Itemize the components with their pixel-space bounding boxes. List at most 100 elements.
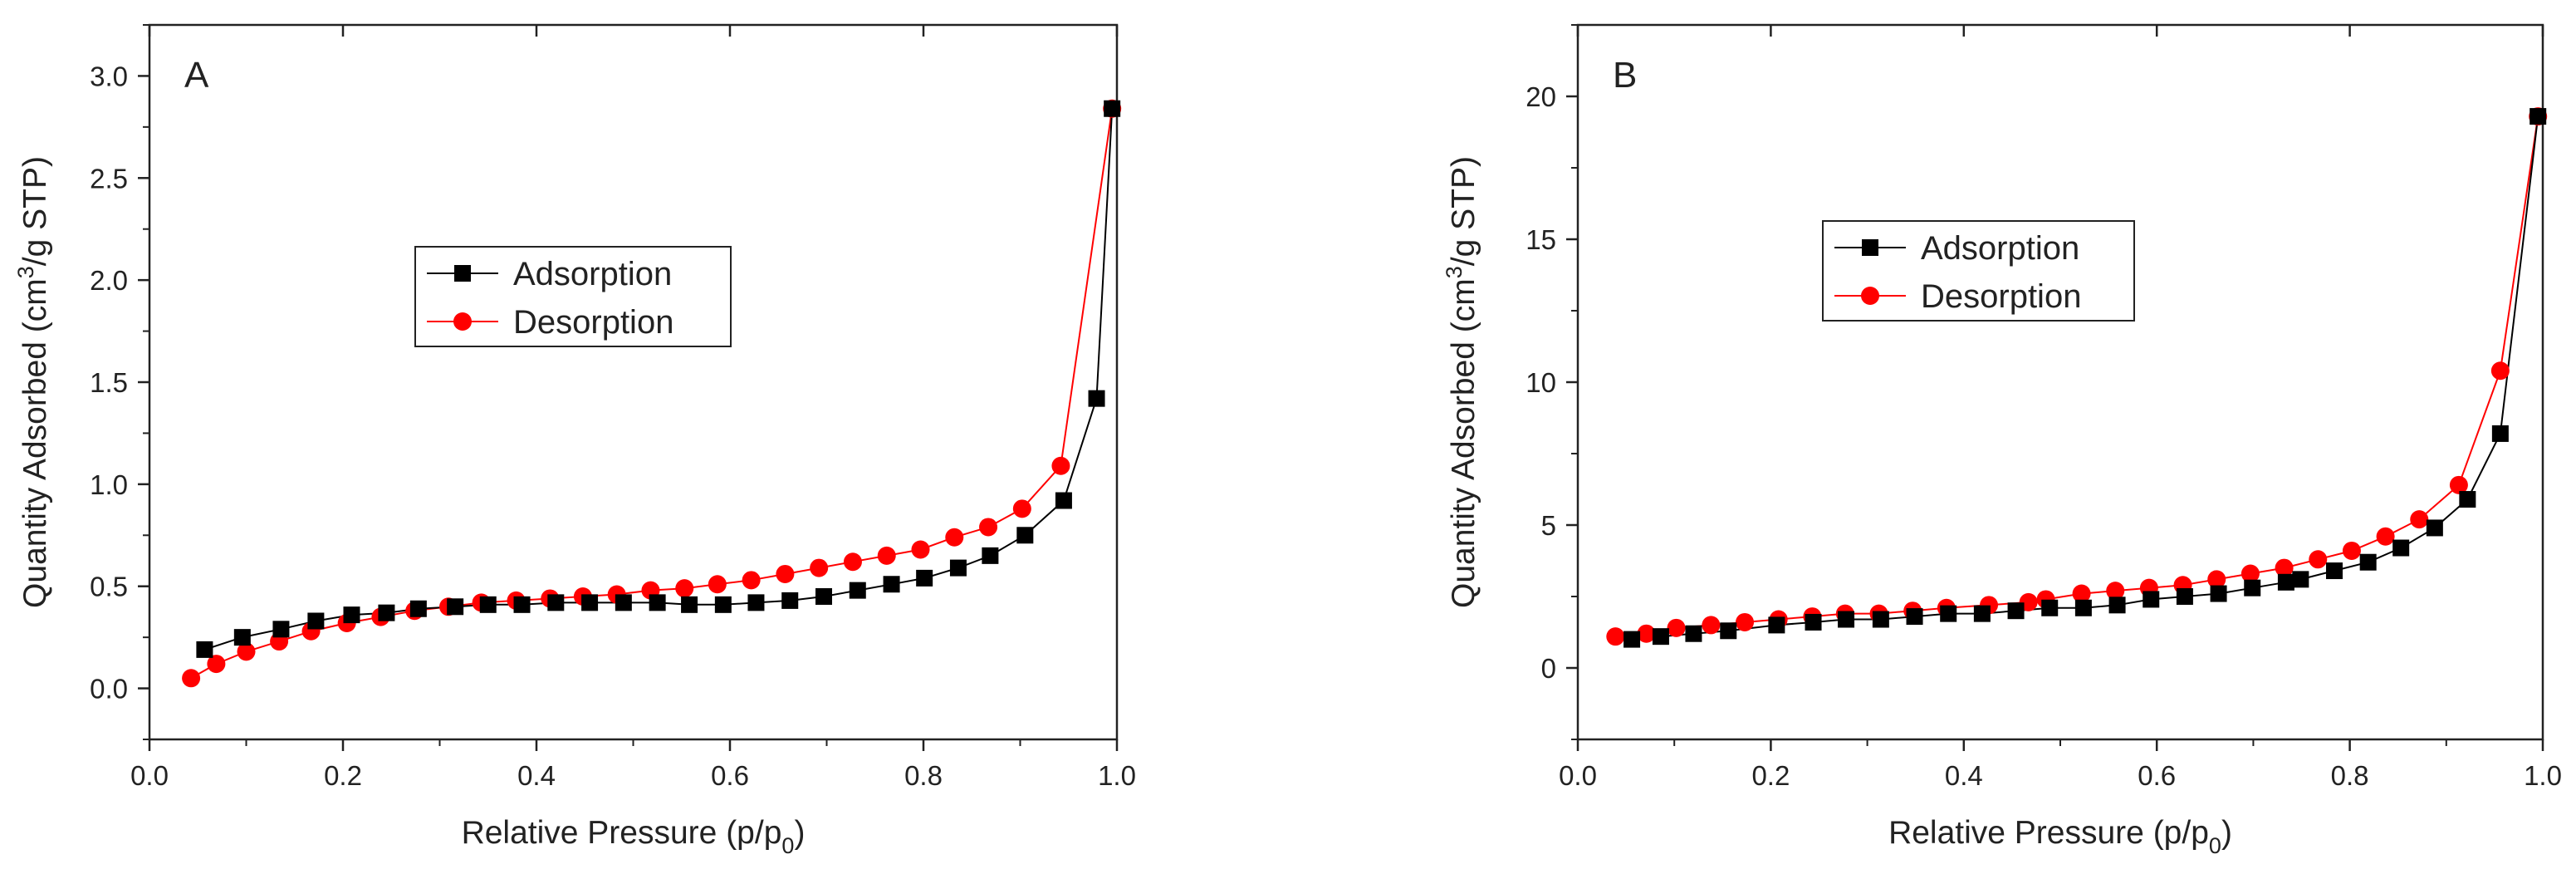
x-tick-label: 1.0: [1098, 760, 1136, 791]
x-tick-label: 0.8: [904, 760, 943, 791]
y-axis-title-superscript: 3: [13, 266, 38, 278]
y-axis-title-main: Quantity Adsorbed (cm: [17, 278, 53, 608]
adsorption-point: [1623, 631, 1641, 648]
x-axis-title: Relative Pressure (p/p0): [1888, 815, 2232, 858]
adsorption-point: [2359, 553, 2377, 571]
legend-label: Desorption: [1921, 278, 2081, 315]
desorption-point: [776, 564, 795, 583]
desorption-point: [979, 518, 998, 537]
desorption-point: [810, 558, 829, 577]
adsorption-point: [781, 592, 799, 609]
desorption-point: [708, 575, 727, 594]
adsorption-point: [681, 596, 698, 613]
x-tick-label: 0.6: [711, 760, 749, 791]
y-axis-title-rest: /g STP): [1446, 156, 1481, 266]
adsorption-point: [272, 621, 290, 638]
adsorption-point: [1805, 613, 1822, 631]
y-tick-label: 10: [1526, 367, 1556, 398]
adsorption-point: [196, 641, 213, 658]
desorption-point: [2207, 570, 2226, 589]
adsorption-point: [307, 612, 325, 630]
adsorption-point: [1838, 611, 1855, 628]
adsorption-point: [649, 594, 666, 611]
y-tick-label: 5: [1541, 510, 1556, 541]
x-tick-label: 0.0: [1559, 760, 1597, 791]
adsorption-point: [1652, 628, 1669, 646]
adsorption-point: [2143, 591, 2160, 608]
adsorption-point: [1872, 611, 1889, 628]
x-axis-title-close: ): [794, 815, 805, 851]
adsorption-point: [949, 559, 967, 577]
legend-marker-square: [454, 265, 471, 282]
desorption-point: [945, 528, 964, 547]
desorption-point: [2106, 582, 2125, 601]
x-axis-title-subscript: 0: [781, 833, 794, 858]
y-axis-title: Quantity Adsorbed (cm3/g STP): [1442, 156, 1481, 608]
adsorption-point: [747, 594, 765, 611]
adsorption-point: [916, 569, 933, 587]
y-axis-title-superscript: 3: [1442, 266, 1467, 278]
adsorption-point: [2007, 602, 2025, 620]
legend-box: [414, 246, 732, 347]
desorption-point: [742, 571, 761, 590]
adsorption-point: [2244, 579, 2261, 597]
adsorption-point: [2210, 585, 2227, 602]
x-axis-title-subscript: 0: [2209, 833, 2221, 858]
x-axis-title-main: Relative Pressure (p/p: [462, 815, 782, 851]
adsorption-point: [1973, 605, 1991, 622]
y-tick-label: 15: [1526, 224, 1556, 255]
legend-marker-circle: [1861, 287, 1879, 305]
x-tick-label: 0.0: [130, 760, 169, 791]
desorption-point: [237, 642, 256, 661]
x-tick-label: 0.4: [1945, 760, 1983, 791]
desorption-line: [1615, 115, 2539, 638]
adsorption-point: [409, 600, 427, 617]
desorption-point: [1702, 616, 1721, 635]
desorption-point: [1637, 624, 1656, 643]
adsorption-point: [982, 547, 999, 564]
y-tick-label: 0.5: [90, 572, 128, 602]
adsorption-point: [2277, 573, 2294, 591]
x-tick-label: 0.2: [1751, 760, 1790, 791]
y-axis-title-rest: /g STP): [17, 156, 53, 266]
adsorption-point: [233, 629, 251, 646]
adsorption-point: [2491, 425, 2509, 442]
adsorption-point: [513, 596, 531, 613]
desorption-point: [911, 540, 930, 559]
adsorption-point: [2426, 519, 2443, 537]
adsorption-point: [2041, 599, 2059, 616]
desorption-point: [1736, 612, 1755, 631]
desorption-point: [1606, 627, 1625, 646]
desorption-point: [1012, 499, 1031, 518]
adsorption-point: [1720, 622, 1737, 640]
x-tick-label: 0.6: [2138, 760, 2176, 791]
adsorption-point: [1055, 492, 1072, 509]
x-tick-label: 0.8: [2331, 760, 2369, 791]
legend-label: Desorption: [513, 304, 673, 341]
y-tick-label: 1.5: [90, 367, 128, 398]
desorption-point: [843, 552, 862, 572]
legend-marker-square: [1862, 239, 1878, 256]
y-tick-label: 1.0: [90, 469, 128, 500]
adsorption-point: [2176, 588, 2193, 605]
adsorption-point: [1940, 605, 1957, 622]
panel-label: B: [1613, 55, 1637, 96]
y-tick-label: 2.0: [90, 265, 128, 296]
desorption-point: [675, 579, 694, 598]
desorption-line: [190, 108, 1114, 680]
adsorption-point: [2529, 108, 2547, 125]
plot-frame: [148, 23, 1119, 741]
chart-panel-b: 0.0 0.2 0.4 0.6 0.8 1.0 0 5 10 15 20 Relative Press…: [1442, 23, 2562, 858]
legend-label: Adsorption: [1921, 230, 2079, 267]
adsorption-point: [2074, 599, 2092, 616]
adsorption-point: [1088, 390, 1105, 407]
y-axis-title: Quantity Adsorbed (cm3/g STP): [13, 156, 53, 608]
adsorption-point: [714, 596, 732, 613]
desorption-point: [2410, 510, 2429, 529]
y-axis-title-main: Quantity Adsorbed (cm: [1446, 278, 1481, 608]
desorption-point: [1051, 456, 1070, 475]
legend-box: [1822, 220, 2135, 322]
desorption-point: [2376, 527, 2395, 546]
adsorption-point: [547, 594, 565, 611]
adsorption-point: [2392, 539, 2410, 557]
